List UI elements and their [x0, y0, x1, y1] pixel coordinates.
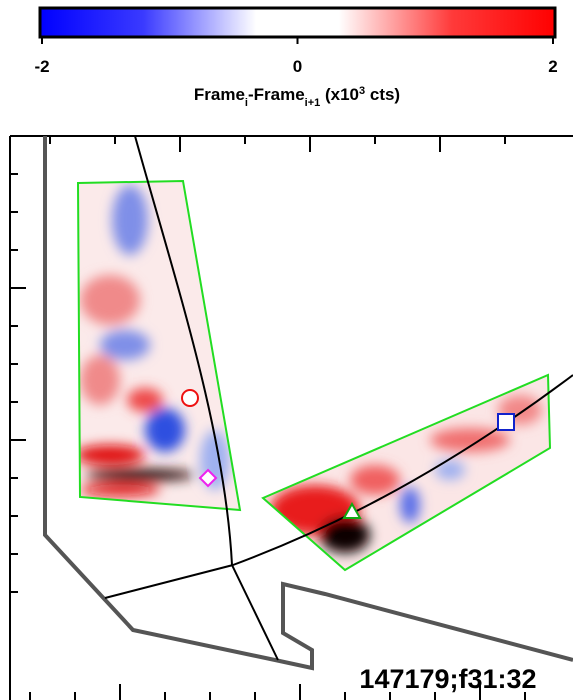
colorbar-label: Framei-Framei+1 (x103 cts)	[194, 85, 400, 109]
label-part: Frame	[194, 85, 245, 104]
tick-label: -2	[34, 57, 49, 76]
annotation: 147179;f31:32	[359, 664, 536, 694]
colorbar-ticks: -2 0 2	[34, 37, 557, 76]
colorbar	[40, 8, 555, 37]
figure: -202 Framei-Framei+1 (x103 cts)	[0, 0, 573, 700]
label-sub: i+1	[305, 97, 321, 109]
tick-label: 2	[548, 57, 557, 76]
page: {"colorbar": {"lim": [-2, 2], "ticks": […	[0, 0, 573, 700]
label-part: (x10	[320, 85, 359, 104]
image-panel: 147179;f31:32	[10, 136, 573, 700]
square-marker	[498, 414, 514, 430]
label-part: -Frame	[248, 85, 305, 104]
tick-label: 0	[293, 57, 302, 76]
circle-marker	[182, 390, 198, 406]
label-part: cts)	[365, 85, 400, 104]
